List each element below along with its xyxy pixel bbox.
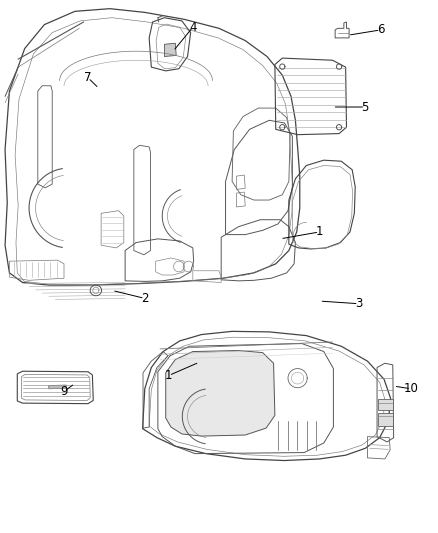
Text: 3: 3 <box>355 297 362 310</box>
Text: 2: 2 <box>141 292 148 305</box>
Text: 4: 4 <box>189 21 197 34</box>
Text: 7: 7 <box>84 71 92 84</box>
Polygon shape <box>166 351 275 436</box>
Text: 10: 10 <box>404 382 419 395</box>
Text: 1: 1 <box>165 369 173 382</box>
Polygon shape <box>164 43 176 56</box>
Polygon shape <box>378 399 393 410</box>
Text: 1: 1 <box>316 225 323 238</box>
Text: 9: 9 <box>60 385 68 398</box>
Polygon shape <box>49 385 66 389</box>
Polygon shape <box>378 413 393 426</box>
Text: 5: 5 <box>362 101 369 114</box>
Text: 6: 6 <box>377 23 384 36</box>
